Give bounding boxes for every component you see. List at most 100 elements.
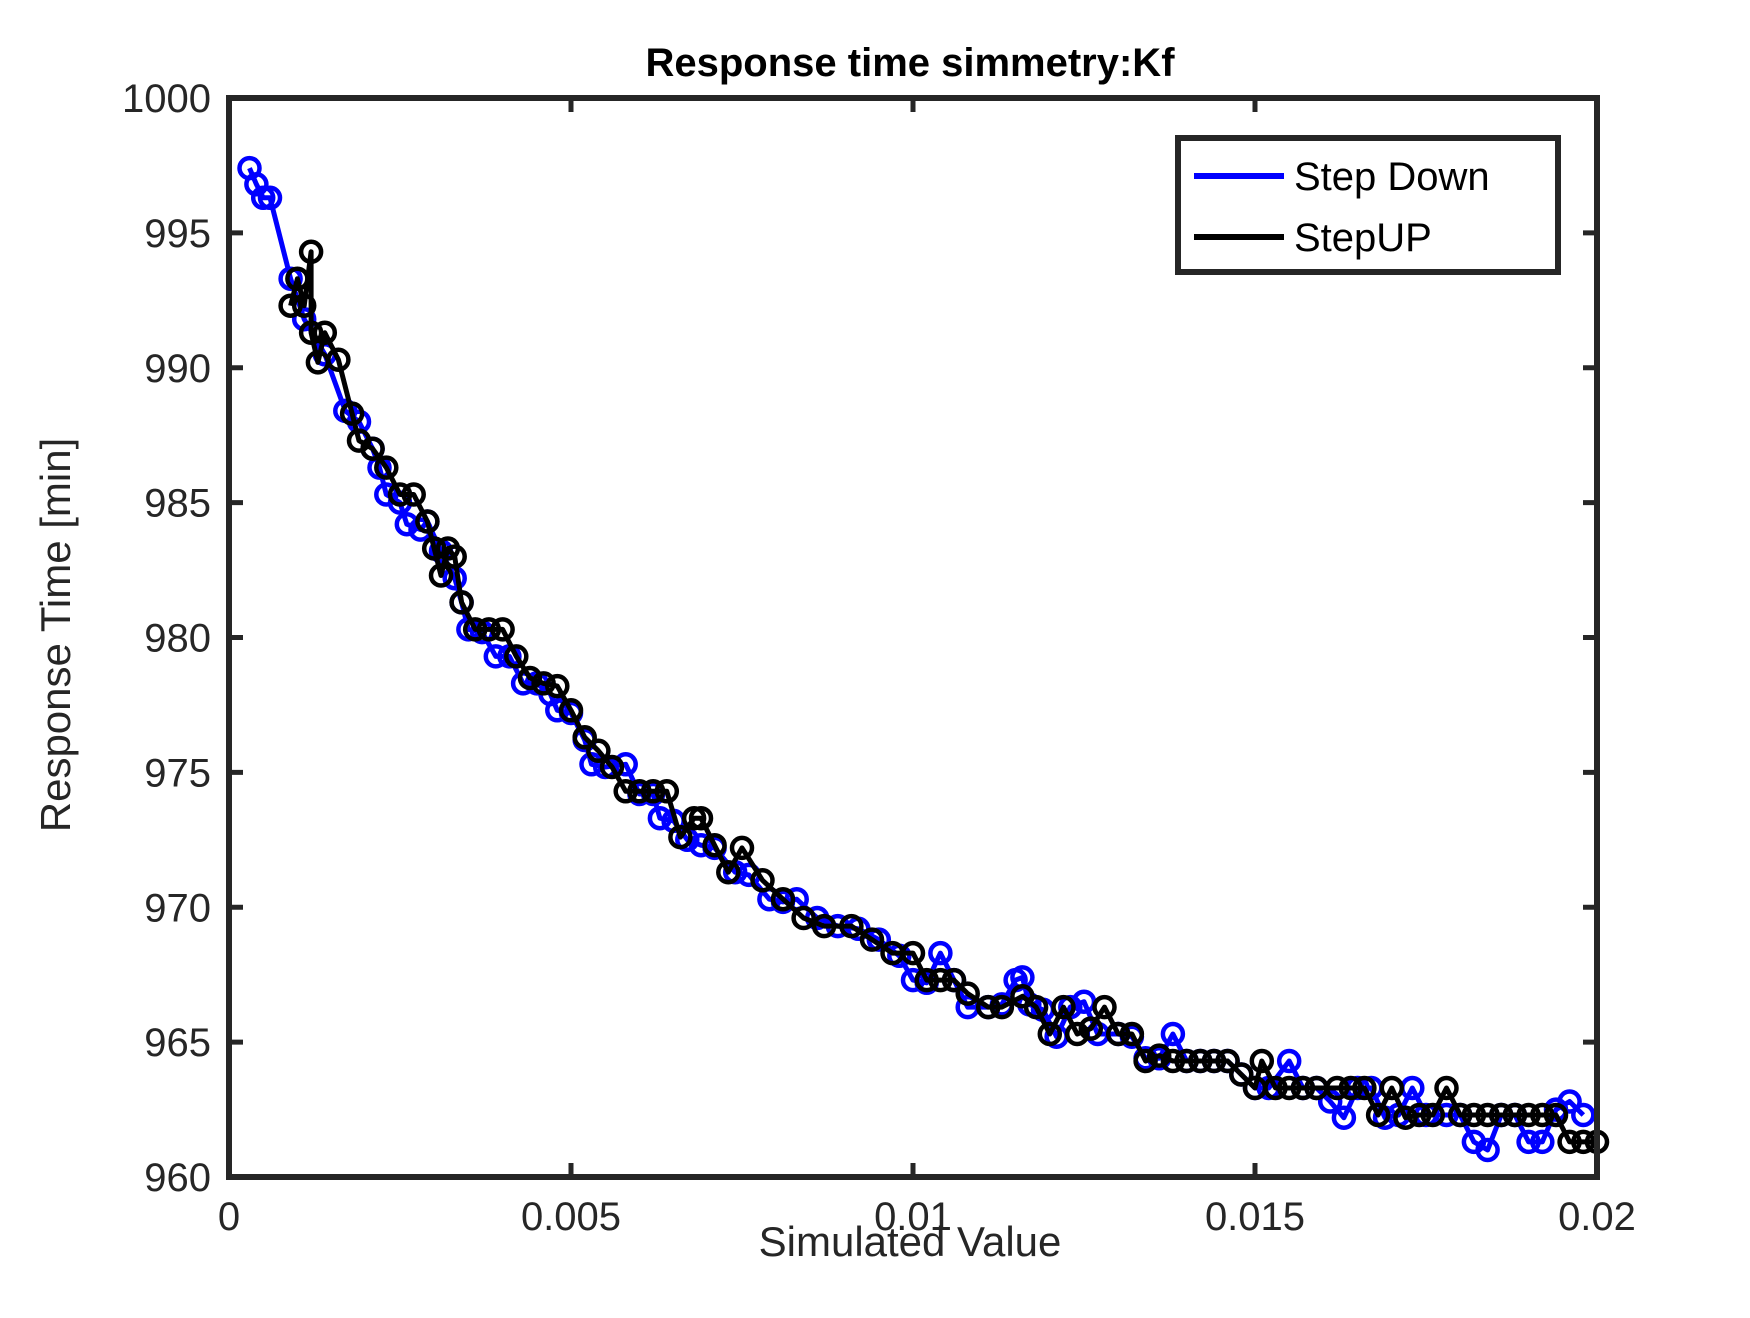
data-point-stepup (1352, 1075, 1377, 1101)
data-point-step-down (1160, 1021, 1186, 1047)
x-tick-label: 0.015 (1205, 1195, 1305, 1239)
data-point-stepup (1105, 1021, 1131, 1047)
data-point-stepup (654, 779, 680, 804)
data-point-step-down (1475, 1137, 1500, 1163)
data-point-stepup (1078, 1016, 1104, 1041)
data-point-stepup (1502, 1102, 1528, 1128)
data-point-stepup (1365, 1102, 1391, 1128)
x-tick-label: 0.01 (874, 1195, 952, 1239)
data-point-step-down (291, 306, 317, 332)
data-point-stepup (1393, 1105, 1418, 1130)
data-point-step-down (1530, 1129, 1555, 1155)
y-tick-label: 980 (144, 617, 211, 661)
data-point-stepup (285, 266, 310, 291)
series-layer (237, 155, 1610, 1163)
data-point-stepup (1406, 1102, 1432, 1128)
chart-title: Response time simmetry:Kf (645, 41, 1175, 85)
data-point-step-down (1557, 1089, 1582, 1114)
data-point-stepup (1051, 994, 1076, 1020)
axes-frame (226, 95, 1600, 1180)
data-point-stepup (1461, 1102, 1487, 1128)
x-tick-label: 0.02 (1558, 1195, 1636, 1239)
data-point-stepup (613, 779, 638, 804)
data-point-stepup (1475, 1102, 1500, 1128)
data-point-stepup (1324, 1075, 1350, 1101)
data-point-stepup (1434, 1075, 1459, 1101)
data-point-stepup (859, 927, 885, 952)
legend-label: Step Down (1294, 155, 1490, 199)
data-point-step-down (1317, 1089, 1343, 1114)
data-point-stepup (586, 738, 611, 764)
data-point-stepup (702, 832, 727, 858)
data-point-stepup (1119, 1021, 1145, 1047)
data-point-stepup (1290, 1075, 1316, 1101)
x-axis-label: Simulated Value (759, 1218, 1062, 1265)
data-point-stepup (1092, 994, 1117, 1020)
data-point-stepup (374, 455, 399, 480)
data-point-stepup (770, 886, 796, 912)
data-point-stepup (428, 563, 454, 588)
data-point-stepup (668, 824, 693, 850)
data-point-stepup (716, 859, 741, 885)
data-point-stepup (791, 905, 816, 931)
data-point-stepup (312, 320, 338, 345)
data-point-stepup (1215, 1048, 1240, 1074)
data-point-stepup (278, 293, 303, 318)
data-point-stepup (1530, 1102, 1555, 1128)
legend-label: StepUP (1294, 216, 1432, 260)
data-point-stepup (558, 698, 584, 723)
y-axis-label: Response Time [min] (32, 438, 79, 833)
data-point-stepup (688, 805, 714, 831)
data-point-stepup (1229, 1062, 1254, 1087)
data-point-step-down (257, 185, 283, 211)
data-point-stepup (421, 536, 447, 561)
data-point-stepup (531, 671, 556, 696)
data-point-stepup (490, 617, 515, 642)
data-point-stepup (1037, 1021, 1063, 1047)
data-point-stepup (504, 644, 529, 669)
data-point-stepup (1249, 1048, 1275, 1074)
data-point-stepup (291, 293, 317, 318)
data-point-step-down (1434, 1102, 1459, 1128)
series-line-stepup (288, 249, 1597, 1145)
data-point-stepup (1379, 1075, 1405, 1101)
data-point-stepup (401, 482, 426, 507)
data-point-stepup (1201, 1048, 1227, 1074)
data-point-stepup (914, 967, 939, 993)
data-point-stepup (1276, 1075, 1302, 1101)
legend-box (1175, 135, 1561, 275)
data-point-stepup (298, 239, 324, 265)
data-point-stepup (1488, 1102, 1514, 1128)
data-point-step-down (900, 967, 926, 993)
data-point-stepup (1557, 1129, 1582, 1155)
y-tick-label: 960 (144, 1156, 211, 1200)
data-point-stepup (729, 835, 755, 861)
data-point-stepup (360, 436, 385, 461)
data-point-stepup (1263, 1075, 1288, 1101)
y-tick-label: 1000 (122, 77, 211, 121)
legend: Step Down StepUP (1175, 135, 1561, 275)
data-point-stepup (415, 509, 440, 534)
data-point-step-down (1331, 1105, 1357, 1130)
data-point-stepup (326, 347, 351, 372)
data-point-stepup (442, 544, 467, 569)
data-point-stepup (517, 665, 543, 691)
data-point-step-down (1571, 1102, 1596, 1128)
data-point-step-down (545, 698, 570, 723)
data-point-stepup (941, 967, 967, 993)
data-point-stepup (449, 590, 474, 615)
data-point-step-down (613, 752, 638, 777)
data-point-step-down (928, 940, 953, 966)
data-point-stepup (339, 401, 365, 426)
data-point-stepup (545, 673, 570, 699)
data-point-stepup (811, 913, 837, 939)
data-point-stepup (476, 617, 502, 642)
data-point-stepup (1188, 1048, 1213, 1074)
data-point-stepup (1571, 1129, 1596, 1155)
y-tick-label: 965 (144, 1021, 211, 1065)
data-point-stepup (1543, 1102, 1569, 1128)
data-point-stepup (1133, 1048, 1158, 1074)
data-point-stepup (387, 482, 413, 507)
